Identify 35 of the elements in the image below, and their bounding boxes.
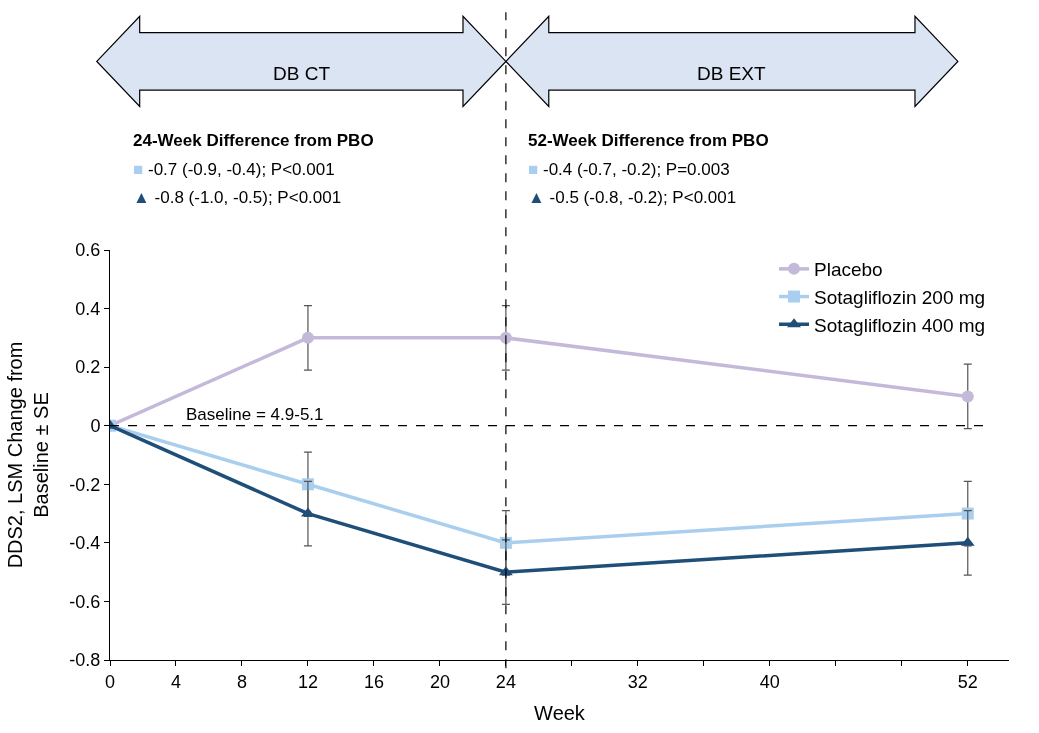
y-tick-label: 0.4 [75, 298, 101, 319]
x-tick-label: 40 [759, 671, 780, 692]
y-tick-label: 0.2 [75, 357, 101, 378]
x-tick-label: 4 [170, 671, 181, 692]
x-tick-label: 20 [429, 671, 450, 692]
text: 52-Week Difference from PBO [528, 131, 769, 150]
x-axis-title: Week [534, 702, 586, 725]
y-tick-label: 0 [90, 416, 101, 437]
point [301, 331, 314, 344]
text: 24-Week Difference from PBO [133, 131, 374, 150]
legend-label: Sotagliflozin 400 mg [814, 314, 986, 336]
x-tick-label: 24 [495, 671, 516, 692]
point [301, 507, 315, 517]
x-tick-label: 8 [236, 671, 247, 692]
y-tick-label: 0.6 [75, 240, 101, 261]
y-axis-title: DDS2, LSM Change from Baseline ± SE [3, 341, 52, 569]
text: DB CT [273, 63, 331, 84]
legend-label: Sotagliflozin 200 mg [814, 286, 986, 308]
x-tick-label: 0 [104, 671, 116, 692]
text: ■ -0.7 (-0.9, -0.4); P<0.001 [133, 160, 335, 179]
text: ▲ -0.5 (-0.8, -0.2); P<0.001 [528, 188, 737, 207]
text: DB EXT [697, 63, 767, 84]
point [961, 390, 974, 403]
x-tick-label: 16 [363, 671, 384, 692]
y-tick-label: -0.6 [69, 591, 101, 612]
y-tick-label: -0.2 [69, 474, 101, 495]
x-tick-label: 12 [297, 671, 318, 692]
x-tick-label: 32 [627, 671, 648, 692]
text: ■ -0.4 (-0.7, -0.2); P=0.003 [528, 160, 730, 179]
legend-label: Placebo [814, 259, 883, 281]
x-tick-label: 52 [957, 671, 978, 692]
y-tick-label: -0.4 [69, 533, 101, 554]
annotation: Baseline = 4.9-5.1 [186, 405, 324, 424]
text: ▲ -0.8 (-1.0, -0.5); P<0.001 [133, 188, 342, 207]
y-tick-label: -0.8 [69, 650, 101, 671]
